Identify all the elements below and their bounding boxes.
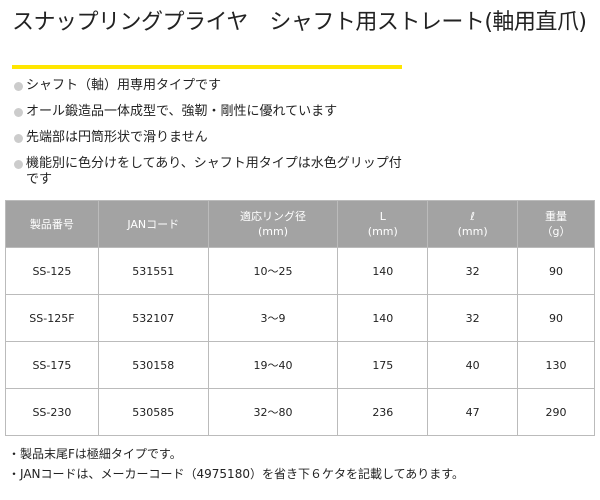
table-row: SS-125F 532107 3〜9 140 32 90 (5, 294, 595, 342)
table-cell: SS-230 (5, 388, 99, 436)
feature-item: シャフト（軸）用専用タイプです (14, 78, 414, 94)
table-cell: 531551 (97, 247, 209, 295)
table-cell: 3〜9 (207, 294, 339, 342)
table-row: SS-125 531551 10〜25 140 32 90 (5, 247, 595, 295)
column-header: JANコード (97, 200, 209, 248)
table-cell: 530158 (97, 341, 209, 389)
feature-list: シャフト（軸）用専用タイプです オール鍛造品一体成型で、強靭・剛性に優れています… (14, 78, 414, 198)
table-cell: 32〜80 (207, 388, 339, 436)
table-cell: 140 (337, 294, 429, 342)
table-cell: SS-125F (5, 294, 99, 342)
column-header: L (mm) (337, 200, 429, 248)
table-cell: 19〜40 (207, 341, 339, 389)
table-cell: 140 (337, 247, 429, 295)
table-cell: 90 (517, 294, 595, 342)
table-cell: SS-125 (5, 247, 99, 295)
table-cell: 47 (427, 388, 519, 436)
header-text: (mm) (457, 225, 488, 238)
table-row: SS-230 530585 32〜80 236 47 290 (5, 388, 595, 436)
table-cell: 290 (517, 388, 595, 436)
table-cell: 175 (337, 341, 429, 389)
feature-item: 機能別に色分けをしてあり、シャフト用タイプは水色グリップ付です (14, 156, 414, 188)
bullet-icon (14, 160, 23, 169)
page-title: スナップリングプライヤ シャフト用ストレート(軸用直爪) (12, 10, 587, 35)
note: ・JANコードは、メーカーコード（4975180）を省き下６ケタを記載してありま… (8, 467, 465, 481)
table-cell: 130 (517, 341, 595, 389)
bullet-icon (14, 108, 23, 117)
header-text: 適応リング径 (240, 210, 307, 223)
spec-table: 製品番号 JANコード 適応リング径 (mm) L (mm) ℓ (mm) 重量 （g） SS-1… (5, 200, 595, 436)
column-header: 重量 （g） (517, 200, 595, 248)
column-header: ℓ (mm) (427, 200, 519, 248)
header-text: ℓ (470, 210, 475, 223)
table-cell: SS-175 (5, 341, 99, 389)
header-text: (mm) (367, 225, 398, 238)
header-text: 重量 (545, 210, 568, 223)
bullet-icon (14, 82, 23, 91)
table-cell: 90 (517, 247, 595, 295)
table-cell: 236 (337, 388, 429, 436)
header-text: L (379, 210, 386, 223)
header-text: 製品番号 (29, 217, 74, 231)
header-text: JANコード (127, 217, 180, 231)
bullet-icon (14, 134, 23, 143)
feature-item: オール鍛造品一体成型で、強靭・剛性に優れています (14, 104, 414, 120)
header-text: (mm) (258, 225, 289, 238)
feature-item: 先端部は円筒形状で滑りません (14, 130, 414, 146)
column-header: 適応リング径 (mm) (207, 200, 339, 248)
column-header: 製品番号 (5, 200, 99, 248)
notes: ・製品末尾Fは極細タイプです。 ・JANコードは、メーカーコード（4975180… (8, 444, 464, 484)
table-cell: 530585 (97, 388, 209, 436)
table-cell: 32 (427, 294, 519, 342)
title-underline (12, 65, 402, 69)
table-cell: 532107 (97, 294, 209, 342)
table-cell: 32 (427, 247, 519, 295)
header-text: （g） (541, 225, 571, 238)
note: ・製品末尾Fは極細タイプです。 (8, 447, 182, 461)
table-cell: 10〜25 (207, 247, 339, 295)
table-cell: 40 (427, 341, 519, 389)
table-row: SS-175 530158 19〜40 175 40 130 (5, 341, 595, 389)
